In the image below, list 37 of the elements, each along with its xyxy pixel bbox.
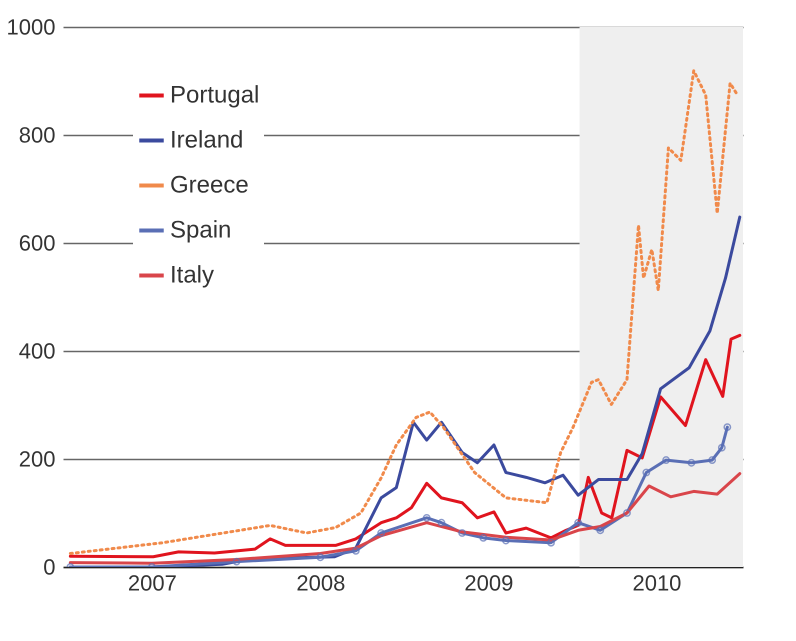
y-tick-label: 800: [18, 122, 56, 148]
point: [662, 456, 670, 464]
point: [547, 538, 555, 547]
x-tick-label: 2009: [464, 570, 514, 596]
legend-label: Greece: [170, 172, 249, 198]
point: [574, 518, 582, 527]
line-series: [68, 472, 742, 565]
point: [718, 444, 726, 452]
x-tick-label: 2010: [632, 570, 682, 596]
x-tick-label: 2007: [128, 570, 177, 596]
x-tick-label: 2008: [296, 570, 346, 596]
line-series: [68, 334, 742, 558]
point: [458, 529, 466, 537]
point: [422, 514, 431, 522]
y-tick-label: 200: [18, 446, 56, 472]
legend-label: Italy: [170, 262, 214, 288]
point: [723, 423, 732, 432]
point: [623, 509, 631, 517]
point: [316, 553, 324, 562]
point: [642, 468, 650, 476]
line-series: [68, 69, 739, 555]
legend-label: Portugal: [170, 82, 260, 108]
point: [377, 529, 386, 537]
y-tick-label: 400: [18, 338, 56, 364]
point: [352, 546, 360, 555]
y-tick-label: 600: [18, 230, 56, 256]
legend-label: Spain: [170, 216, 232, 244]
point: [688, 458, 696, 467]
legend-label: Ireland: [170, 126, 244, 154]
point: [438, 518, 446, 527]
y-tick-label: 1000: [6, 14, 56, 40]
y-tick-label: 0: [43, 554, 56, 580]
point: [502, 536, 510, 544]
point: [479, 534, 488, 542]
point: [232, 558, 240, 566]
point: [596, 526, 604, 534]
point: [708, 456, 716, 464]
